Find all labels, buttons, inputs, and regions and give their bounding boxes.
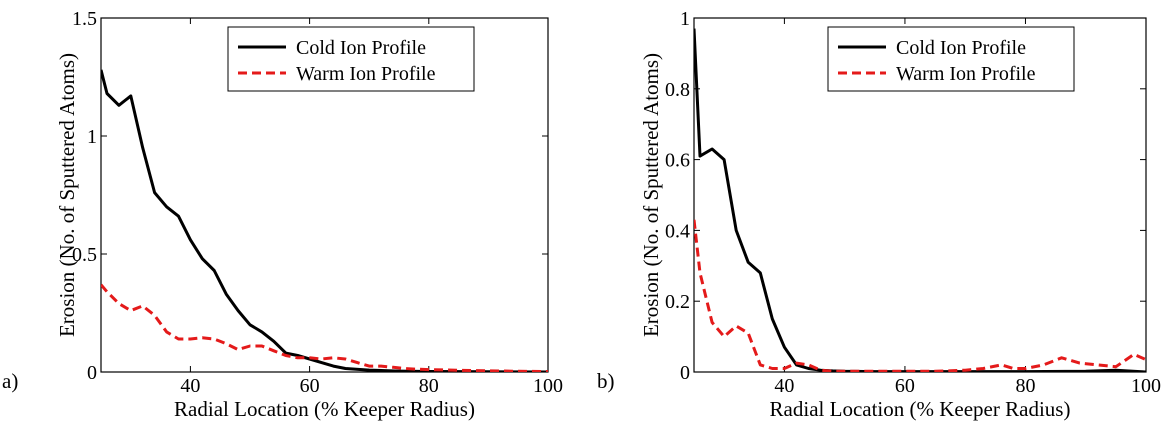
- panel-b-ytick-label-3: 0.6: [665, 150, 690, 172]
- panel-a-axes-box: [100, 17, 549, 373]
- panel-b-xtick-label-1: 60: [895, 375, 915, 397]
- panel-b-xtick-label-2: 80: [1015, 375, 1035, 397]
- panel-b-ytick-label-2: 0.4: [665, 220, 690, 242]
- panel-a-ytick-label-2: 1: [87, 126, 97, 148]
- panel-b-ytick-label-5: 1: [680, 8, 690, 30]
- panel-a-legend-box: [227, 26, 475, 92]
- panel-a-legend-label-1: Warm Ion Profile: [296, 63, 436, 85]
- panel-b-series-1-line: [694, 219, 1146, 372]
- panel-a-xtick-label-1: 60: [300, 375, 320, 397]
- panel-a-label: a): [2, 369, 18, 393]
- panel-b-ytick-label-1: 0.2: [665, 291, 690, 313]
- panel-a-y-axis-title: Erosion (No. of Sputtered Atoms): [55, 53, 79, 337]
- panel-b-xtick-label-0: 40: [774, 375, 794, 397]
- panel-b-xtick-label-3: 100: [1131, 375, 1161, 397]
- panel-b-legend-label-0: Cold Ion Profile: [896, 37, 1026, 59]
- panel-a-xtick-label-3: 100: [533, 375, 563, 397]
- panel-a-xtick-label-0: 40: [180, 375, 200, 397]
- panel-a-ytick-label-1: 0.5: [72, 244, 97, 266]
- panel-b-legend-box: [827, 26, 1075, 92]
- panel-b-y-axis-title: Erosion (No. of Sputtered Atoms): [639, 53, 663, 337]
- panel-a-xtick-label-2: 80: [419, 375, 439, 397]
- panel-a-x-axis-title: Radial Location (% Keeper Radius): [174, 397, 475, 421]
- panel-a-ytick-label-3: 1.5: [72, 8, 97, 30]
- panel-a-legend-label-0: Cold Ion Profile: [296, 37, 426, 59]
- panel-a-series-0-line: [101, 69, 548, 372]
- panel-a-series-1-line: [101, 283, 548, 372]
- panel-b-label: b): [597, 369, 615, 393]
- panel-b-series-0-line: [694, 28, 1146, 372]
- panel-b-ytick-label-0: 0: [680, 362, 690, 384]
- panel-b-ytick-label-4: 0.8: [665, 79, 690, 101]
- panel-b-legend-label-1: Warm Ion Profile: [896, 63, 1036, 85]
- panel-b-x-axis-title: Radial Location (% Keeper Radius): [770, 397, 1071, 421]
- panel-a-ytick-label-0: 0: [87, 362, 97, 384]
